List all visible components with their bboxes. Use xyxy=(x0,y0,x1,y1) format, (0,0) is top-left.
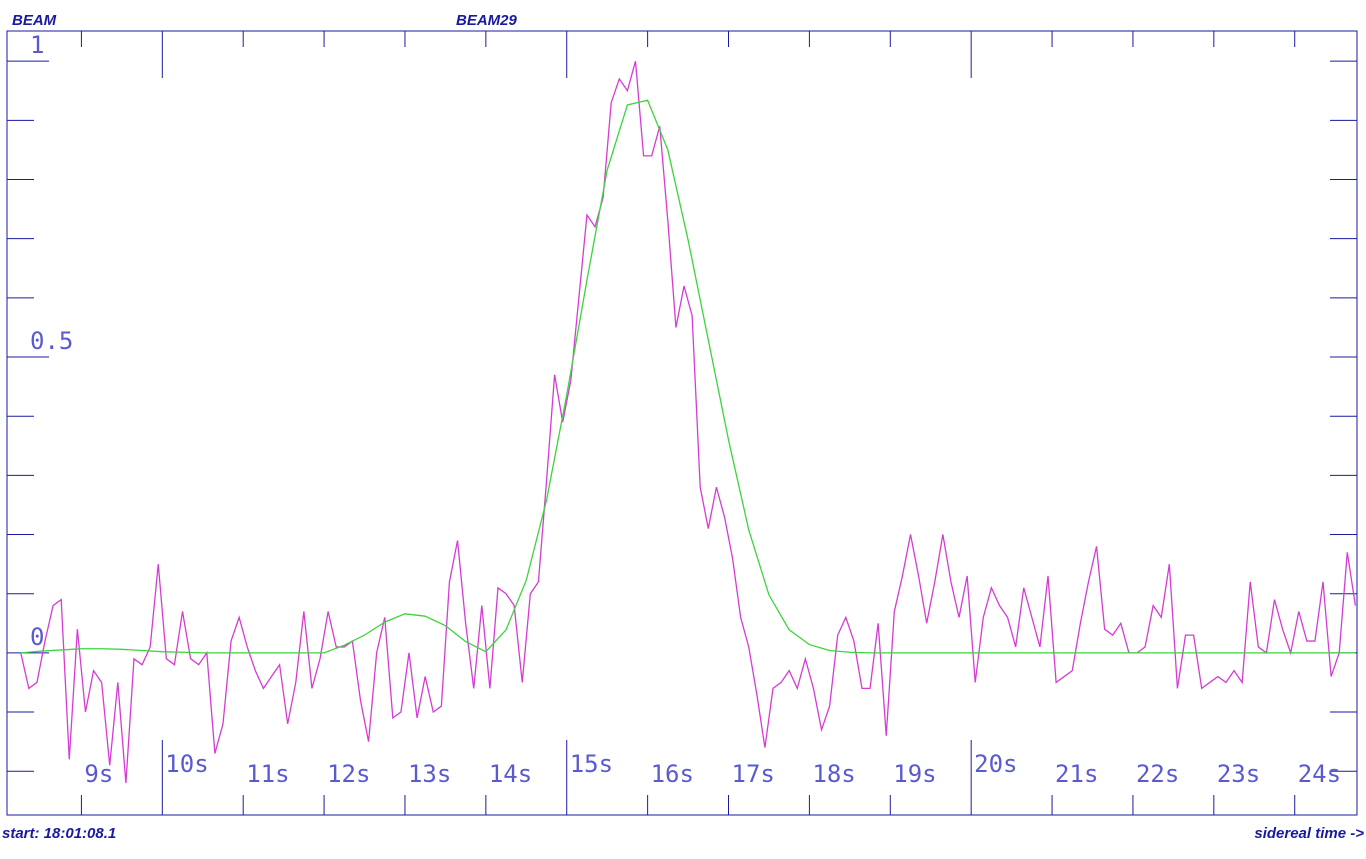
y-tick-label: 0 xyxy=(30,623,44,651)
y-tick-label: 1 xyxy=(30,31,44,59)
x-tick-label: 22s xyxy=(1136,760,1179,788)
x-tick-label: 17s xyxy=(732,760,775,788)
y-tick-label: 0.5 xyxy=(30,327,73,355)
x-tick-label: 16s xyxy=(651,760,694,788)
x-tick-label: 11s xyxy=(246,760,289,788)
data-line xyxy=(20,99,1356,654)
x-tick-label: 18s xyxy=(812,760,855,788)
x-tick-label: 21s xyxy=(1055,760,1098,788)
plot-frame xyxy=(6,30,1358,816)
x-tick-label: 13s xyxy=(408,760,451,788)
x-tick-label: 20s xyxy=(974,750,1017,778)
x-tick-label: 10s xyxy=(165,750,208,778)
x-tick-label: 12s xyxy=(327,760,370,788)
x-axis-label: sidereal time -> xyxy=(1254,825,1364,842)
x-tick-label: 9s xyxy=(84,760,113,788)
x-tick-label: 15s xyxy=(570,750,613,778)
x-tick-label: 14s xyxy=(489,760,532,788)
x-tick-label: 23s xyxy=(1217,760,1260,788)
chart-subtitle: BEAM29 xyxy=(456,12,518,29)
x-tick-label: 24s xyxy=(1298,760,1341,788)
x-tick-label: 19s xyxy=(893,760,936,788)
chart-title: BEAM xyxy=(12,12,57,29)
start-annotation: start: 18:01:08.1 xyxy=(2,825,116,842)
data-line xyxy=(20,61,1357,784)
